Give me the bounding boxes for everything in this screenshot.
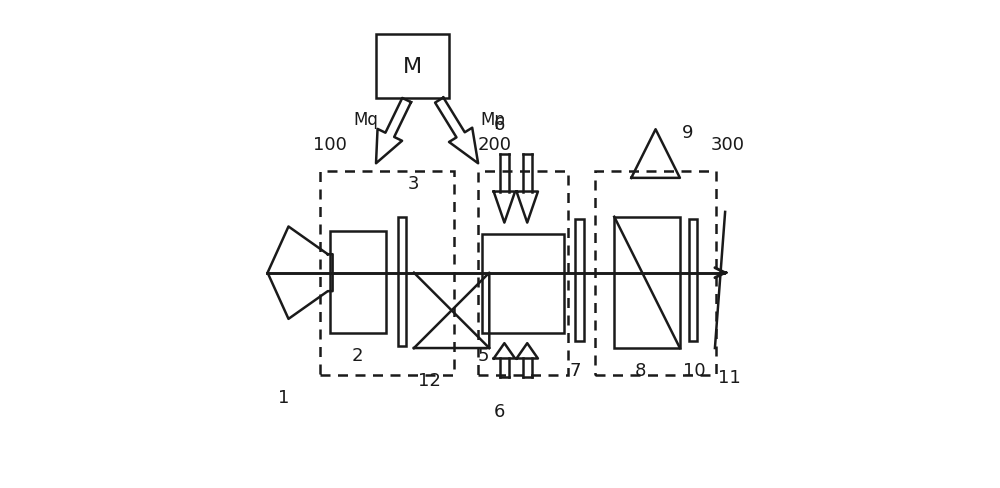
- Bar: [614, 217, 680, 348]
- Text: 7: 7: [570, 361, 581, 379]
- Text: 11: 11: [718, 368, 741, 386]
- Text: 6: 6: [494, 116, 505, 134]
- Text: M: M: [403, 57, 422, 77]
- Text: 8: 8: [634, 361, 646, 379]
- Bar: [398, 217, 406, 346]
- Bar: [689, 220, 697, 341]
- Text: Mq: Mq: [354, 111, 378, 129]
- Bar: [482, 234, 564, 334]
- Text: 1: 1: [278, 388, 289, 406]
- Bar: [575, 220, 584, 341]
- Text: 200: 200: [478, 135, 512, 153]
- Text: 2: 2: [352, 346, 363, 365]
- Bar: [320, 171, 454, 375]
- Text: 300: 300: [711, 135, 745, 153]
- Text: 10: 10: [683, 361, 705, 379]
- Text: 5: 5: [478, 346, 489, 365]
- Text: 100: 100: [313, 135, 347, 153]
- Text: 6: 6: [494, 402, 505, 420]
- Text: 3: 3: [408, 174, 419, 192]
- Text: Mp: Mp: [481, 111, 505, 129]
- Bar: [478, 171, 568, 375]
- Bar: [330, 232, 386, 334]
- Text: 12: 12: [418, 371, 441, 389]
- Text: 9: 9: [682, 123, 694, 141]
- Bar: [595, 171, 716, 375]
- Bar: [376, 35, 449, 99]
